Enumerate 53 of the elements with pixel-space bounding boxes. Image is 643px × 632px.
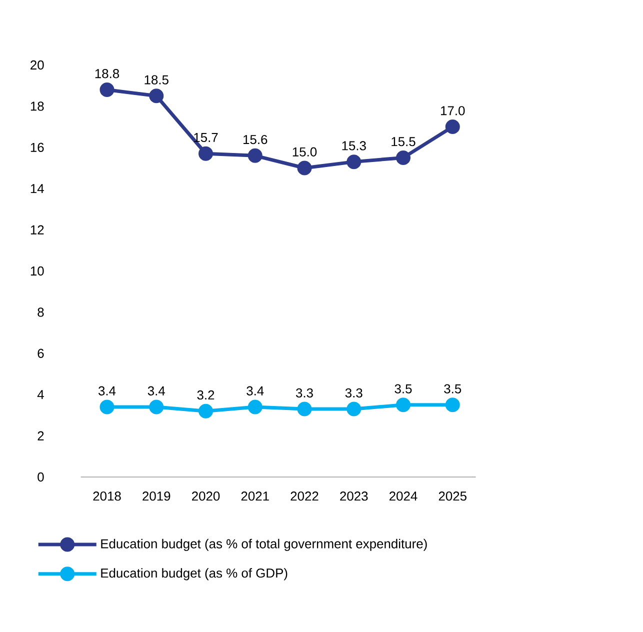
y-tick-label: 18 xyxy=(30,102,44,111)
point xyxy=(198,146,213,161)
data-label: 15.3 xyxy=(342,141,366,150)
data-label: 3.5 xyxy=(394,384,412,394)
point xyxy=(100,400,114,414)
x-tick-label: 2020 xyxy=(192,492,220,501)
data-label: 3.4 xyxy=(98,386,116,396)
x-tick-label: 2023 xyxy=(340,492,368,501)
data-label: 15.5 xyxy=(392,137,416,146)
data-label: 15.7 xyxy=(194,133,218,142)
data-label: 17.0 xyxy=(441,106,465,116)
point xyxy=(149,400,164,414)
data-label: 3.3 xyxy=(296,388,313,398)
data-label: 18.8 xyxy=(95,69,120,78)
point xyxy=(396,398,410,412)
point xyxy=(445,120,460,134)
x-tick-label: 2019 xyxy=(142,492,170,501)
point xyxy=(297,160,312,176)
point xyxy=(198,404,213,418)
data-label: 15.0 xyxy=(292,147,317,156)
data-label: 3.3 xyxy=(345,388,362,398)
legend-label: Education budget (as % of GDP) xyxy=(101,568,288,580)
y-tick-label: 12 xyxy=(30,225,44,234)
legend-label: Education budget (as % of total government expenditure) xyxy=(101,538,427,551)
x-tick-label: 2025 xyxy=(438,492,466,501)
point xyxy=(346,154,362,170)
y-tick-label: 14 xyxy=(30,184,44,194)
point xyxy=(248,400,262,414)
point xyxy=(248,148,262,163)
data-label: 3.4 xyxy=(246,386,264,396)
data-label: 18.5 xyxy=(144,75,168,84)
data-label: 3.2 xyxy=(197,390,214,400)
point xyxy=(346,402,362,416)
y-tick-label: 10 xyxy=(30,266,44,276)
x-tick-label: 2018 xyxy=(93,492,121,501)
x-tick-label: 2021 xyxy=(241,492,269,501)
y-tick-label: 6 xyxy=(38,348,44,358)
y-tick-label: 16 xyxy=(30,142,44,152)
x-tick-label: 2022 xyxy=(290,492,318,501)
point xyxy=(149,88,164,104)
point xyxy=(396,150,410,165)
point xyxy=(297,402,312,416)
y-tick-label: 8 xyxy=(38,308,44,317)
point xyxy=(100,82,114,97)
y-tick-label: 20 xyxy=(30,60,44,70)
y-tick-label: 4 xyxy=(37,390,44,400)
data-label: 15.6 xyxy=(244,134,268,144)
point xyxy=(445,398,460,412)
data-label: 3.4 xyxy=(148,386,166,396)
x-tick-label: 2024 xyxy=(390,492,418,501)
y-tick-label: 2 xyxy=(38,431,44,440)
y-tick-label: 0 xyxy=(38,472,44,482)
data-label: 3.5 xyxy=(444,384,462,394)
